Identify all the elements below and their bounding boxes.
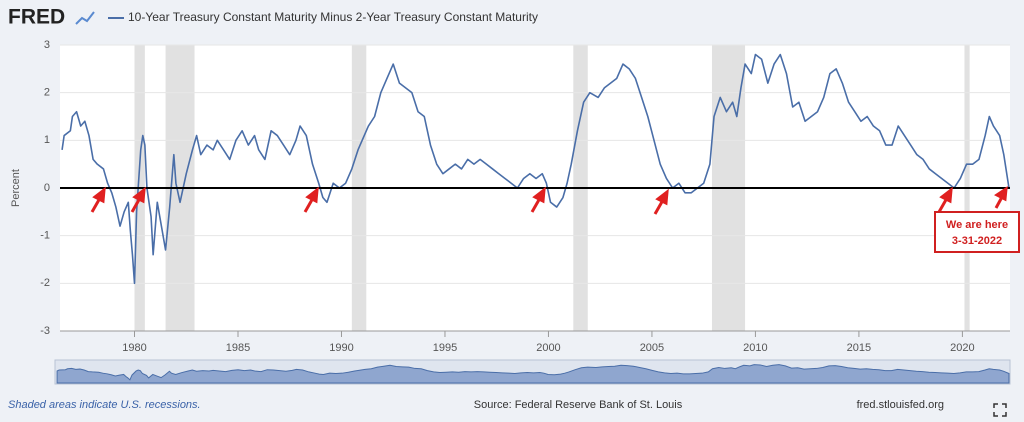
y-tick-label: 1 (44, 134, 50, 146)
y-tick-label: -2 (40, 277, 50, 289)
y-tick-label: 3 (44, 39, 50, 51)
y-tick-label: -1 (40, 230, 50, 242)
annotation: 3-31-2022 (952, 235, 1002, 247)
logo: FRED (8, 6, 65, 29)
x-tick-label: 1985 (226, 342, 250, 354)
arrows (90, 185, 1008, 215)
site-link[interactable]: fred.stlouisfed.org (857, 399, 944, 411)
arrow (994, 196, 1004, 209)
arrow-head (994, 185, 1008, 202)
x-tick-label: 2015 (847, 342, 871, 354)
arrow-head (92, 186, 106, 204)
x-tick-label: 2010 (743, 342, 767, 354)
navigator-layer (56, 364, 1010, 384)
footnote: Shaded areas indicate U.S. recessions. (8, 399, 201, 411)
source: Source: Federal Reserve Bank of St. Loui… (474, 399, 683, 411)
x-tick-label: 1980 (122, 342, 146, 354)
y-tick-label: -3 (40, 325, 50, 337)
x-tick-label: 2000 (536, 342, 560, 354)
annotation-box (934, 211, 1020, 253)
fullscreen-icon[interactable] (993, 403, 1007, 417)
logo-icon (75, 11, 95, 25)
series-line (61, 53, 1010, 285)
y-tick-label: 0 (44, 182, 50, 194)
legend-label: 10-Year Treasury Constant Maturity Minus… (128, 10, 538, 24)
arrow-head (532, 186, 546, 204)
arrow-head (305, 186, 319, 204)
annotation: We are here (946, 219, 1008, 231)
y-axis-label: Percent (10, 169, 22, 207)
x-tick-label: 1990 (329, 342, 353, 354)
arrow-head (132, 186, 146, 204)
arrow-head (655, 188, 669, 206)
x-tick-label: 1995 (433, 342, 457, 354)
x-tick-label: 2005 (640, 342, 664, 354)
y-tick-label: 2 (44, 87, 50, 99)
series-layer (60, 53, 1010, 285)
navigator-area (56, 364, 1010, 384)
x-tick-label: 2020 (950, 342, 974, 354)
arrow-head (939, 186, 953, 204)
